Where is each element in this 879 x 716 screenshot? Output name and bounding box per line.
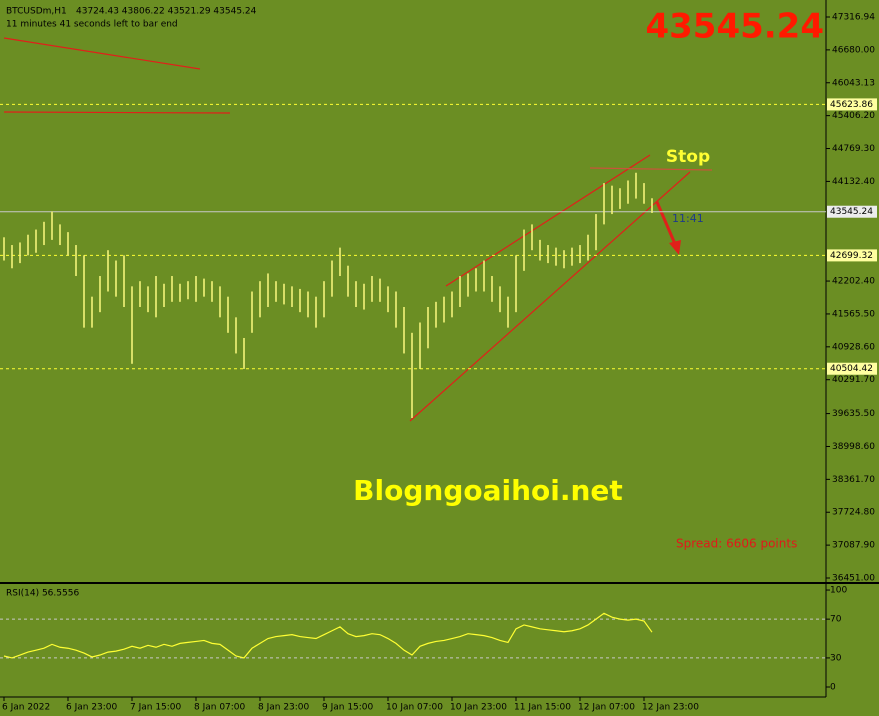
y-tick-label: 46680.00 bbox=[832, 45, 875, 55]
y-tick-label: 45406.20 bbox=[832, 111, 875, 121]
trend-line bbox=[3, 37, 201, 70]
x-tick-label: 6 Jan 2022 bbox=[2, 703, 50, 713]
wedge-upper-line bbox=[445, 154, 651, 287]
x-tick-label: 11 Jan 15:00 bbox=[514, 703, 571, 713]
y-tick-label: 42202.40 bbox=[832, 277, 875, 287]
watermark: Blogngoaihoi.net bbox=[353, 474, 623, 507]
stop-line bbox=[589, 167, 713, 171]
y-tick-label: 0 bbox=[830, 683, 836, 693]
current-price-label: 43545.24 bbox=[830, 207, 873, 217]
level-label-box bbox=[827, 249, 877, 262]
ohlc: 43724.43 43806.22 43521.29 43545.24 bbox=[76, 7, 257, 17]
wedge-lower-line bbox=[409, 171, 691, 422]
y-tick-label: 37724.80 bbox=[832, 508, 875, 518]
rsi-line bbox=[3, 612, 653, 659]
y-tick-label: 38998.60 bbox=[832, 442, 875, 452]
level-label: 45623.86 bbox=[830, 100, 873, 110]
level-label: 40504.42 bbox=[830, 364, 873, 374]
x-tick-label: 8 Jan 07:00 bbox=[194, 703, 246, 713]
plot: 47316.94 46680.00 46043.13 45406.20 44769.30… bbox=[0, 12, 877, 713]
y-tick-label: 38361.70 bbox=[832, 475, 875, 485]
y-tick-label: 70 bbox=[830, 615, 842, 625]
y-tick-label: 36451.00 bbox=[832, 574, 875, 584]
big-price: 43545.24 bbox=[645, 7, 824, 47]
x-tick-label: 9 Jan 15:00 bbox=[322, 703, 374, 713]
x-tick-label: 8 Jan 23:00 bbox=[258, 703, 310, 713]
trend-line bbox=[3, 111, 231, 114]
current-price-box bbox=[827, 205, 877, 218]
x-tick-label: 10 Jan 23:00 bbox=[450, 703, 507, 713]
y-tick-label: 40291.70 bbox=[832, 375, 875, 385]
stop-label: Stop bbox=[666, 147, 710, 167]
symbol: BTCUSDm,H1 bbox=[6, 7, 67, 17]
x-tick-label: 10 Jan 07:00 bbox=[386, 703, 443, 713]
y-tick-label: 30 bbox=[830, 653, 842, 663]
rsi-title: RSI(14) 56.5556 bbox=[6, 589, 79, 599]
countdown: 11 minutes 41 seconds left to bar end bbox=[6, 20, 178, 30]
spread: Spread: 6606 points bbox=[676, 537, 797, 551]
level-label-box bbox=[827, 362, 877, 375]
y-tick-label: 41565.50 bbox=[832, 309, 875, 319]
x-tick-label: 6 Jan 23:00 bbox=[66, 703, 118, 713]
timer: 11:41 bbox=[672, 212, 704, 225]
arrow bbox=[655, 201, 677, 245]
y-tick-label: 100 bbox=[830, 586, 847, 596]
x-tick-label: 12 Jan 07:00 bbox=[578, 703, 635, 713]
y-tick-label: 40928.60 bbox=[832, 342, 875, 352]
x-tick-label: 12 Jan 23:00 bbox=[642, 703, 699, 713]
y-tick-label: 47316.94 bbox=[832, 12, 875, 22]
y-tick-label: 46043.13 bbox=[832, 78, 875, 88]
y-tick-label: 39635.50 bbox=[832, 409, 875, 419]
arrow-head bbox=[669, 240, 681, 255]
y-tick-label: 37087.90 bbox=[832, 541, 875, 551]
y-tick-label: 44132.40 bbox=[832, 177, 875, 187]
level-label-box bbox=[827, 98, 877, 111]
x-tick-label: 7 Jan 15:00 bbox=[130, 703, 182, 713]
y-tick-label: 44769.30 bbox=[832, 144, 875, 154]
level-label: 42699.32 bbox=[830, 251, 873, 261]
